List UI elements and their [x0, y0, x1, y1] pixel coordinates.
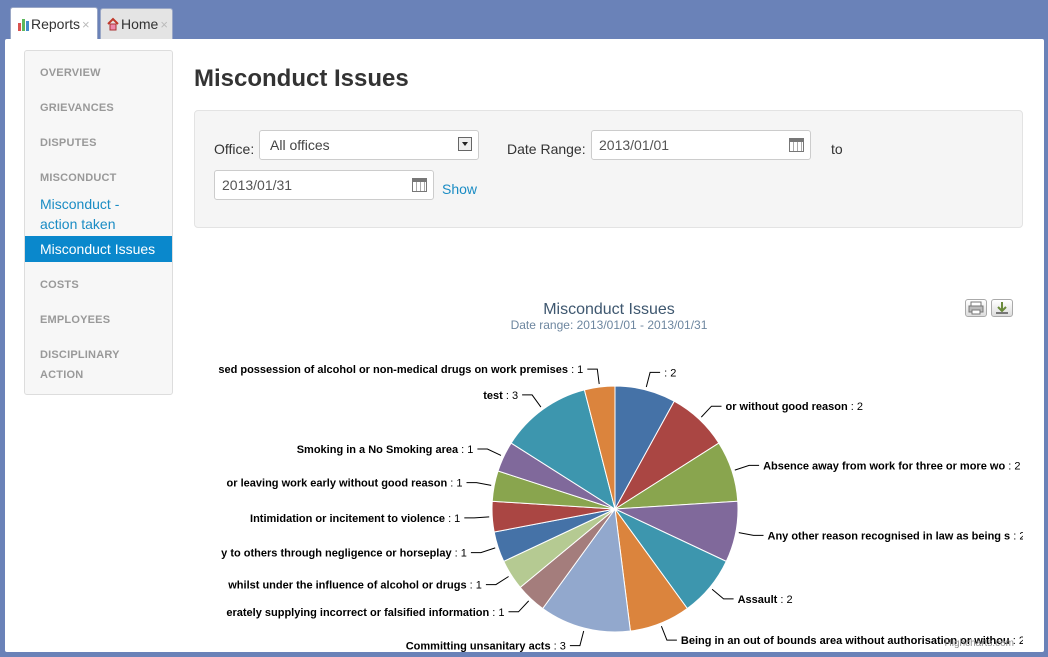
pie-connector	[466, 482, 492, 486]
pie-label: Being in an out of bounds area without a…	[681, 635, 1023, 647]
sidebar-item-label: ACTION	[40, 369, 84, 381]
pie-connector	[508, 600, 530, 613]
tab-bar: Reports × Home ×	[0, 0, 1048, 40]
sidebar: OVERVIEW GRIEVANCES DISPUTES MISCONDUCT …	[24, 50, 173, 395]
date-from-value: 2013/01/01	[599, 137, 670, 153]
tab-label: Reports	[31, 16, 81, 32]
pie-connector	[477, 448, 502, 456]
sidebar-item-employees[interactable]: EMPLOYEES	[40, 314, 111, 326]
export-chart-button[interactable]	[991, 299, 1013, 317]
pie-label: erately supplying incorrect or falsified…	[226, 607, 504, 619]
pie-connector	[522, 394, 542, 408]
tab-reports[interactable]: Reports ×	[10, 7, 98, 40]
sidebar-item-disputes[interactable]: DISPUTES	[40, 137, 97, 149]
pie-label: whilst under the influence of alcohol or…	[227, 580, 482, 592]
main-window: OVERVIEW GRIEVANCES DISPUTES MISCONDUCT …	[5, 39, 1044, 652]
show-link[interactable]: Show	[442, 181, 478, 197]
pie-label: : 2	[664, 367, 676, 379]
pie-chart: Misconduct Issues Date range: 2013/01/01…	[218, 301, 1024, 652]
bar-chart-icon	[17, 17, 29, 31]
chart-credits[interactable]: Highcharts.com	[945, 638, 1014, 649]
dropdown-arrow-icon[interactable]	[458, 137, 472, 151]
pie-connector	[738, 532, 764, 536]
pie-label: Smoking in a No Smoking area : 1	[297, 444, 474, 456]
home-icon	[107, 17, 119, 31]
sidebar-item-label: DISCIPLINARY	[40, 349, 120, 361]
pie-connector	[734, 464, 760, 471]
sidebar-item-costs[interactable]: COSTS	[40, 279, 79, 291]
date-from-input[interactable]: 2013/01/01	[591, 130, 811, 160]
office-select-value: All offices	[270, 137, 330, 153]
pie-slice[interactable]	[542, 507, 631, 633]
chart-container: Misconduct Issues Date range: 2013/01/01…	[194, 252, 1023, 652]
sidebar-item-overview[interactable]: OVERVIEW	[40, 67, 101, 79]
pie-label: or without good reason : 2	[726, 401, 864, 413]
pie-label: sed possession of alcohol or non-medical…	[218, 364, 583, 376]
filter-panel: Office: All offices Date Range: 2013/01/…	[194, 110, 1023, 228]
pie-connector	[464, 516, 490, 519]
pie-label: Assault : 2	[738, 594, 793, 606]
pie-label: test : 3	[483, 390, 518, 402]
sidebar-section-misconduct: MISCONDUCT	[40, 172, 117, 184]
office-label: Office:	[214, 141, 255, 157]
download-icon	[996, 302, 1008, 314]
date-to-input[interactable]: 2013/01/31	[214, 170, 434, 200]
pie-connector	[711, 588, 734, 600]
pie-connector	[470, 547, 496, 554]
pie-connector	[485, 576, 509, 586]
pie-slice[interactable]	[510, 389, 616, 511]
date-range-label: Date Range:	[507, 141, 586, 157]
close-icon[interactable]: ×	[160, 16, 168, 32]
print-chart-button[interactable]	[965, 299, 987, 317]
sidebar-item-misconduct-issues[interactable]: Misconduct Issues	[25, 236, 172, 262]
office-select[interactable]: All offices	[259, 130, 479, 160]
sidebar-item-disciplinary-action[interactable]: DISCIPLINARY ACTION	[40, 345, 120, 385]
pie-connector	[700, 405, 722, 418]
chart-title: Misconduct Issues	[543, 301, 675, 318]
chart-subtitle: Date range: 2013/01/01 - 2013/01/31	[511, 318, 708, 332]
sidebar-item-label: Misconduct -	[40, 196, 120, 212]
tab-label: Home	[121, 16, 159, 32]
page-title: Misconduct Issues	[194, 65, 409, 92]
pie-label: or leaving work early without good reaso…	[227, 478, 463, 490]
pie-label: Any other reason recognised in law as be…	[768, 530, 1024, 542]
close-icon[interactable]: ×	[82, 16, 90, 32]
calendar-icon[interactable]	[789, 138, 804, 152]
pie-label: Committing unsanitary acts : 3	[406, 641, 566, 652]
sidebar-item-grievances[interactable]: GRIEVANCES	[40, 102, 114, 114]
pie-connector	[587, 368, 600, 385]
pie-slice[interactable]	[583, 385, 616, 510]
sidebar-item-label: action taken	[40, 216, 116, 232]
tab-home[interactable]: Home ×	[100, 8, 173, 39]
date-to-value: 2013/01/31	[222, 177, 293, 193]
pie-connector	[660, 626, 677, 641]
sidebar-item-misconduct-action[interactable]: Misconduct - action taken	[40, 194, 119, 234]
calendar-icon[interactable]	[412, 178, 427, 192]
to-label: to	[831, 141, 843, 157]
pie-connector	[645, 371, 661, 388]
pie-label: Absence away from work for three or more…	[763, 460, 1020, 472]
pie-connector	[569, 630, 585, 647]
pie-label: y to others through negligence or horsep…	[221, 548, 467, 560]
pie-label: Intimidation or incitement to violence :…	[250, 513, 460, 525]
printer-icon	[968, 301, 984, 315]
